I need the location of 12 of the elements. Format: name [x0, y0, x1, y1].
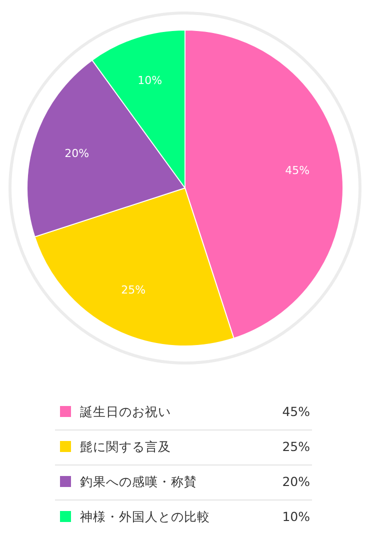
text: 10% — [282, 509, 310, 524]
data-label: 10% — [138, 74, 162, 87]
legend-label: 神様・外国人との比較 — [80, 509, 210, 524]
data-label: 45% — [285, 164, 310, 178]
text: 25% — [282, 439, 310, 454]
data-label: 20% — [64, 146, 90, 160]
legend-label: 釣果への感嘆・称賛 — [80, 474, 197, 489]
legend-label: 髭に関する言及 — [80, 439, 171, 454]
text: 45% — [282, 404, 310, 419]
legend-label: 誕生日のお祝い — [80, 404, 171, 419]
text: 20% — [282, 474, 310, 489]
data-label: 25% — [121, 283, 146, 296]
